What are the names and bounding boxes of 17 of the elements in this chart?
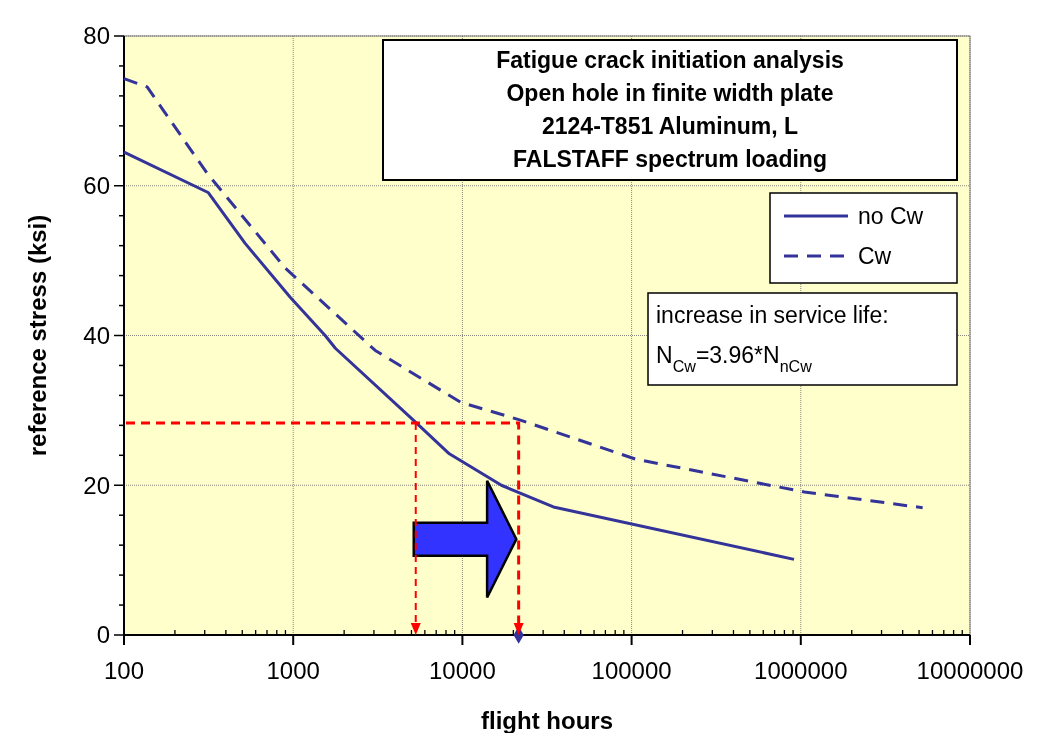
- x-tick-label: 10000000: [916, 657, 1024, 684]
- x-tick-label: 1000: [266, 657, 320, 684]
- y-tick-label: 80: [83, 22, 110, 50]
- y-tick-label: 20: [83, 471, 110, 499]
- annotation: increase in service life: N$_{Cw}$=3.96*N$_{nCw}$: [656, 302, 889, 375]
- y-tick-label: 60: [83, 172, 110, 200]
- legend-label: Cw: [858, 243, 892, 270]
- title-box: Fatigue crack initiation analysis Open hole in finite width plate 2124-T851 Aluminum, L FALSTAFF spectrum loading: [382, 39, 958, 181]
- y-tick-label: 0: [96, 621, 110, 649]
- x-tick-label: 10000: [429, 657, 496, 684]
- x-tick-label: 100: [103, 657, 145, 684]
- x-tick-label: 100000: [591, 657, 672, 684]
- note-box: increase in service life: N$_{Cw}$=3.96*N$_{nCw}$: [647, 292, 958, 386]
- y-axis-title: reference stress (ksi): [24, 214, 51, 457]
- x-tick-label: 1000000: [754, 657, 848, 684]
- y-tick-label: 40: [83, 321, 110, 349]
- legend-label: no Cw: [858, 203, 924, 230]
